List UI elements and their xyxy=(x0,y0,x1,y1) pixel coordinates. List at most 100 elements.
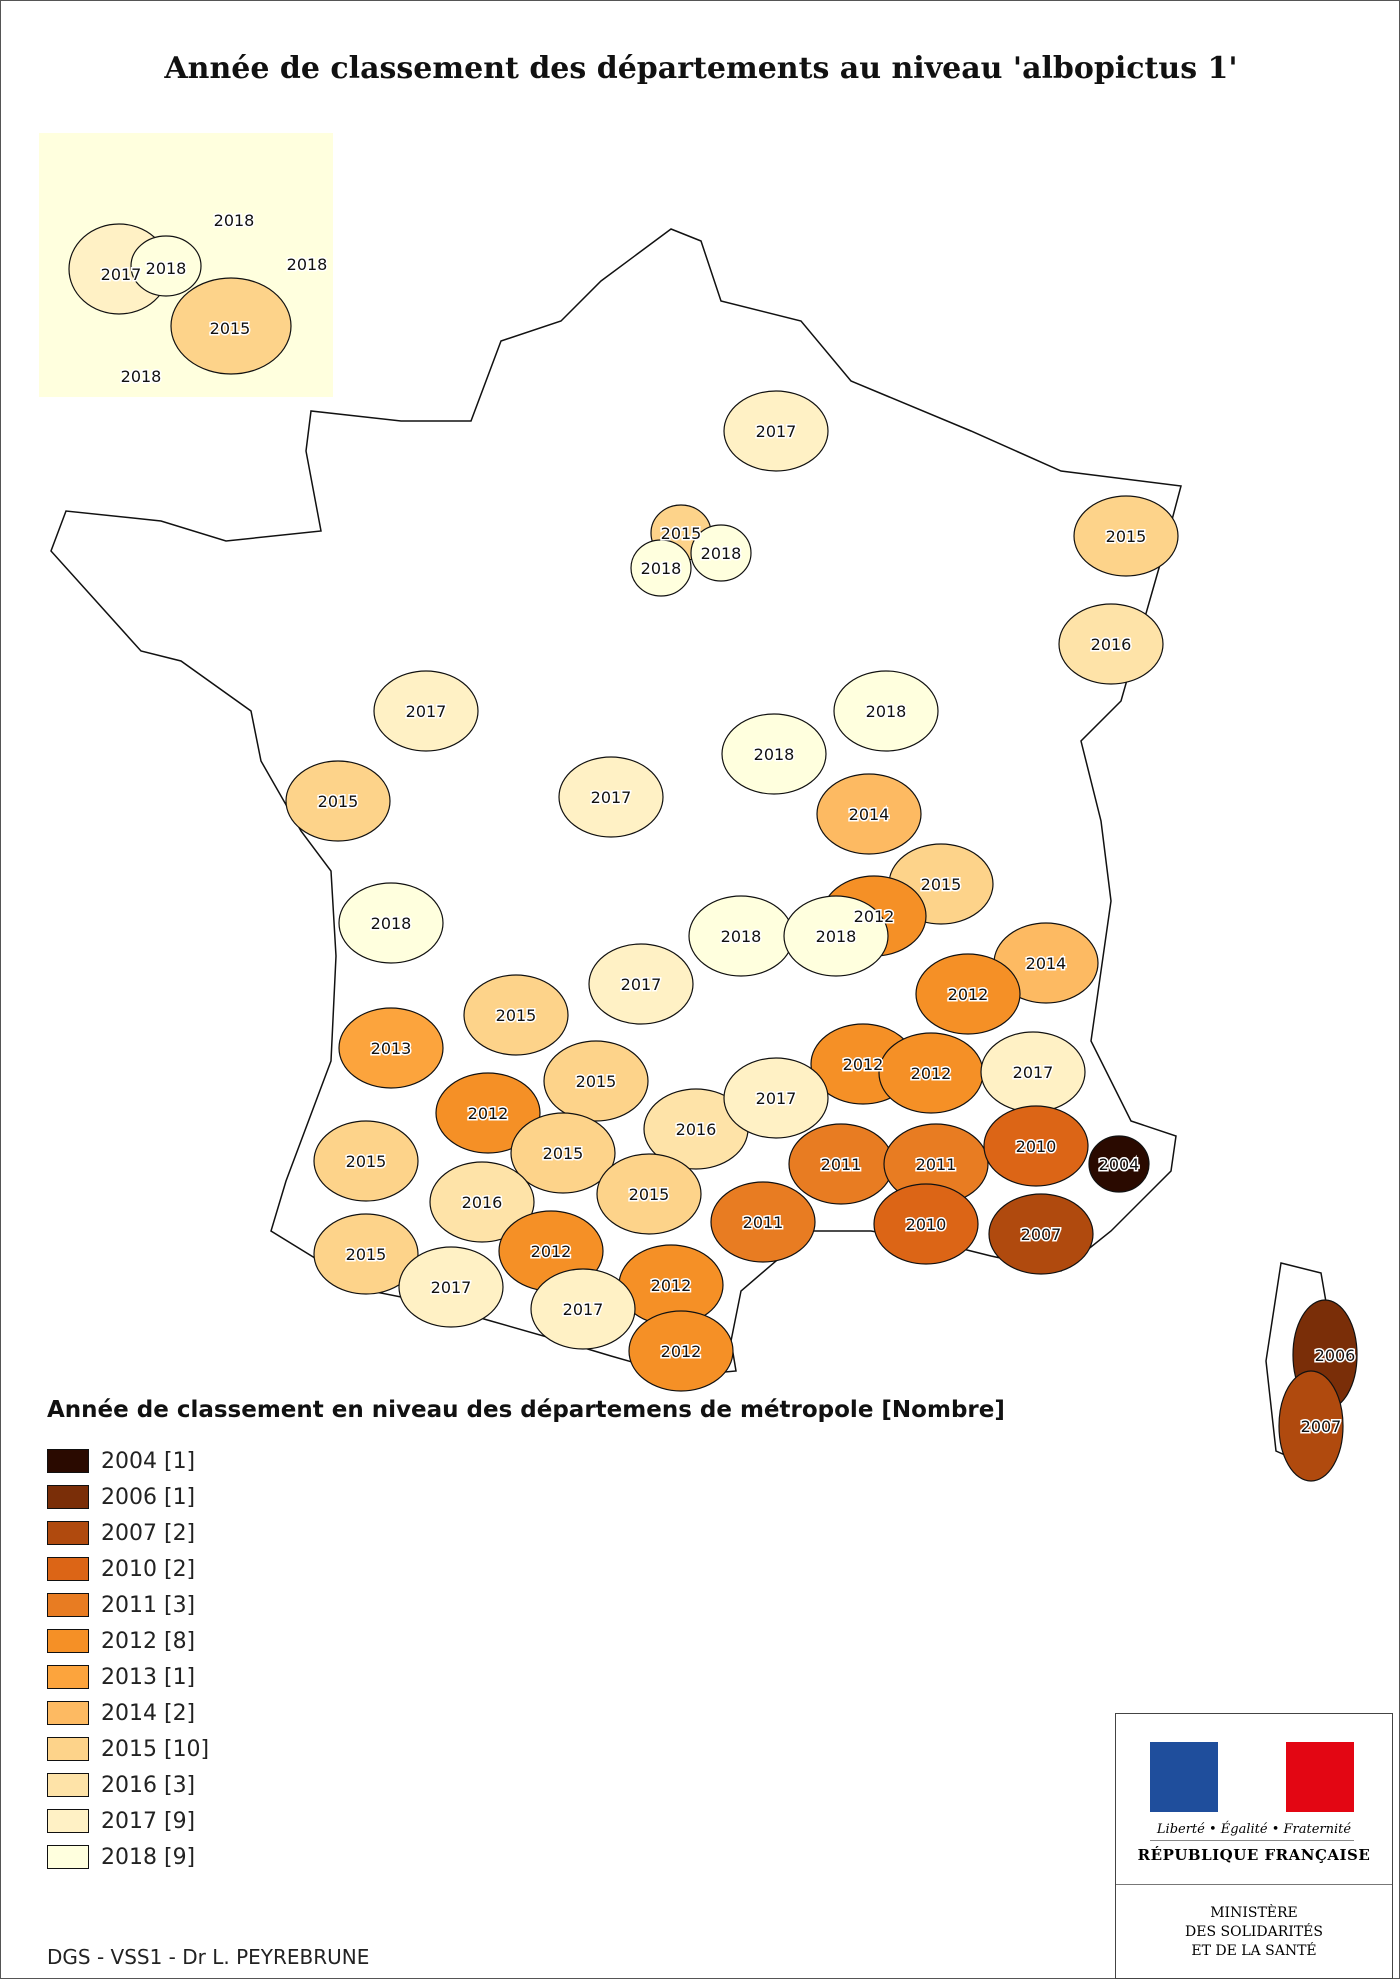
department-label: 2015 xyxy=(921,875,962,894)
legend-item: 2011 [3] xyxy=(47,1587,1005,1623)
department-label: 2017 xyxy=(406,702,447,721)
department-label: 2011 xyxy=(916,1155,957,1174)
legend-swatch xyxy=(47,1737,89,1761)
department-label: 2012 xyxy=(651,1276,692,1295)
department-label: 2017 xyxy=(1013,1063,1054,1082)
inset-department-label: 2018 xyxy=(214,211,255,230)
legend-item: 2017 [9] xyxy=(47,1803,1005,1839)
legend-item: 2018 [9] xyxy=(47,1839,1005,1875)
department-label: 2010 xyxy=(906,1215,947,1234)
department-label: 2018 xyxy=(866,702,907,721)
legend-swatch xyxy=(47,1701,89,1725)
department-label: 2012 xyxy=(468,1104,509,1123)
department-2010 xyxy=(873,1183,979,1265)
department-2017 xyxy=(373,670,479,752)
department-label: 2017 xyxy=(431,1278,472,1297)
department-label: 2017 xyxy=(756,422,797,441)
department-label: 2012 xyxy=(531,1242,572,1261)
department-label: 2018 xyxy=(816,927,857,946)
inset-department xyxy=(130,235,202,297)
inset-department-label: 2018 xyxy=(121,367,162,386)
department-label: 2015 xyxy=(1106,527,1147,546)
legend-label: 2014 [2] xyxy=(101,1700,196,1726)
department-label: 2011 xyxy=(821,1155,862,1174)
motto: Liberté • Égalité • Fraternité xyxy=(1156,1822,1352,1837)
legend-swatch xyxy=(47,1809,89,1833)
department-label: 2011 xyxy=(743,1213,784,1232)
ministry-line: MINISTÈRE xyxy=(1210,1905,1298,1921)
legend-item: 2006 [1] xyxy=(47,1479,1005,1515)
legend-label: 2018 [9] xyxy=(101,1844,196,1870)
department-2018 xyxy=(690,524,752,582)
legend-label: 2007 [2] xyxy=(101,1520,196,1546)
department-label: 2015 xyxy=(576,1072,617,1091)
department-label: 2018 xyxy=(701,544,742,563)
legend-swatch xyxy=(47,1521,89,1545)
department-label: 2017 xyxy=(756,1089,797,1108)
legend-label: 2012 [8] xyxy=(101,1628,196,1654)
department-label: 2015 xyxy=(629,1185,670,1204)
legend-label: 2015 [10] xyxy=(101,1736,210,1762)
marianne-flag-icon xyxy=(1150,1742,1354,1812)
legend-swatch xyxy=(47,1845,89,1869)
legend-label: 2006 [1] xyxy=(101,1484,196,1510)
department-2017 xyxy=(723,390,829,472)
legend-item: 2010 [2] xyxy=(47,1551,1005,1587)
legend-label: 2017 [9] xyxy=(101,1808,196,1834)
department-label: 2015 xyxy=(346,1245,387,1264)
legend-item: 2016 [3] xyxy=(47,1767,1005,1803)
department-2015 xyxy=(1073,495,1179,577)
legend-label: 2004 [1] xyxy=(101,1448,196,1474)
department-label: 2007 xyxy=(1021,1225,1062,1244)
department-label: 2014 xyxy=(849,805,890,824)
legend-swatch xyxy=(47,1485,89,1509)
department-2010 xyxy=(983,1105,1089,1187)
legend-title: Année de classement en niveau des départ… xyxy=(47,1397,1005,1423)
department-label: 2017 xyxy=(621,975,662,994)
department-2014 xyxy=(816,773,922,855)
department-label: 2015 xyxy=(318,792,359,811)
department-label: 2018 xyxy=(641,559,682,578)
legend-item: 2004 [1] xyxy=(47,1443,1005,1479)
legend-label: 2013 [1] xyxy=(101,1664,196,1690)
inset-department-label: 2018 xyxy=(287,255,328,274)
department-2018 xyxy=(338,882,444,964)
department-2017 xyxy=(723,1057,829,1139)
legend-item: 2015 [10] xyxy=(47,1731,1005,1767)
department-2018 xyxy=(630,539,692,597)
department-2007 xyxy=(1278,1370,1344,1482)
department-label: 2012 xyxy=(911,1064,952,1083)
legend-swatch xyxy=(47,1593,89,1617)
legend: Année de classement en niveau des départ… xyxy=(47,1397,1005,1875)
department-2018 xyxy=(721,713,827,795)
inset-department-label: 2018 xyxy=(146,259,187,278)
legend-item: 2013 [1] xyxy=(47,1659,1005,1695)
department-label: 2013 xyxy=(371,1039,412,1058)
legend-label: 2011 [3] xyxy=(101,1592,196,1618)
republique-francaise: RÉPUBLIQUE FRANÇAISE xyxy=(1137,1846,1371,1864)
department-2017 xyxy=(530,1268,636,1350)
department-2004 xyxy=(1088,1135,1150,1193)
department-2018 xyxy=(833,670,939,752)
department-2013 xyxy=(338,1007,444,1089)
department-2007 xyxy=(988,1193,1094,1275)
department-label: 2015 xyxy=(661,524,702,543)
legend-swatch xyxy=(47,1665,89,1689)
department-2015 xyxy=(463,974,569,1056)
department-label: 2016 xyxy=(676,1120,717,1139)
department-2012 xyxy=(628,1310,734,1392)
map-title: Année de classement des départements au … xyxy=(164,51,1238,86)
legend-label: 2016 [3] xyxy=(101,1772,196,1798)
department-label: 2006 xyxy=(1315,1346,1356,1365)
department-label: 2018 xyxy=(754,745,795,764)
department-label: 2004 xyxy=(1099,1155,1140,1174)
department-2015 xyxy=(285,760,391,842)
ministry-line: DES SOLIDARITÉS xyxy=(1185,1924,1323,1940)
department-2015 xyxy=(543,1040,649,1122)
legend-swatch xyxy=(47,1557,89,1581)
department-label: 2012 xyxy=(854,907,895,926)
department-label: 2016 xyxy=(462,1193,503,1212)
inset-department xyxy=(170,277,292,375)
department-label: 2017 xyxy=(591,788,632,807)
